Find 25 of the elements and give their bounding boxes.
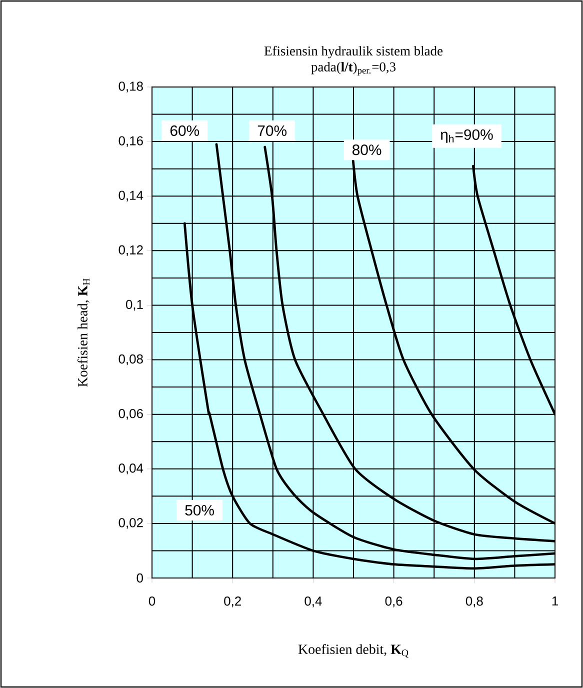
y-tick-label: 0,08: [118, 354, 143, 366]
annotation: 80%: [352, 144, 382, 156]
y-tick-label: 0: [136, 573, 143, 583]
x-tick-label: 0: [148, 596, 156, 606]
y-tick-label: 0,1: [126, 300, 143, 311]
chart-subtitle: pada(l/t)$_{per.}$=0,3: [311, 62, 396, 76]
y-tick-label: 0,04: [118, 464, 144, 474]
annotation: 50%: [185, 504, 214, 516]
y-tick-label: 0,16: [118, 136, 143, 147]
annotation: η$_{h}$=90%: [440, 129, 493, 143]
y-tick-label: 0,18: [118, 82, 143, 92]
x-axis-title: Koefisien debit, K$_{Q}$: [298, 644, 408, 658]
y-tick-label: 0,02: [118, 518, 143, 529]
x-tick-label: 0,4: [304, 596, 322, 608]
annotation: 70%: [258, 125, 287, 136]
y-axis-title: Koefisien head, K$_{H}$: [77, 278, 90, 387]
x-tick-label: 1: [552, 596, 558, 606]
y-tick-label: 0,06: [118, 408, 143, 420]
x-tick-label: 0,8: [466, 596, 483, 608]
annotation: 60%: [170, 125, 200, 136]
x-tick-label: 0,6: [385, 596, 402, 608]
y-tick-label: 0,12: [118, 245, 143, 256]
y-tick-label: 0,14: [118, 190, 144, 202]
chart-title: Efisiensin hydraulik sistem blade: [264, 46, 443, 58]
x-tick-label: 0,2: [224, 596, 241, 608]
